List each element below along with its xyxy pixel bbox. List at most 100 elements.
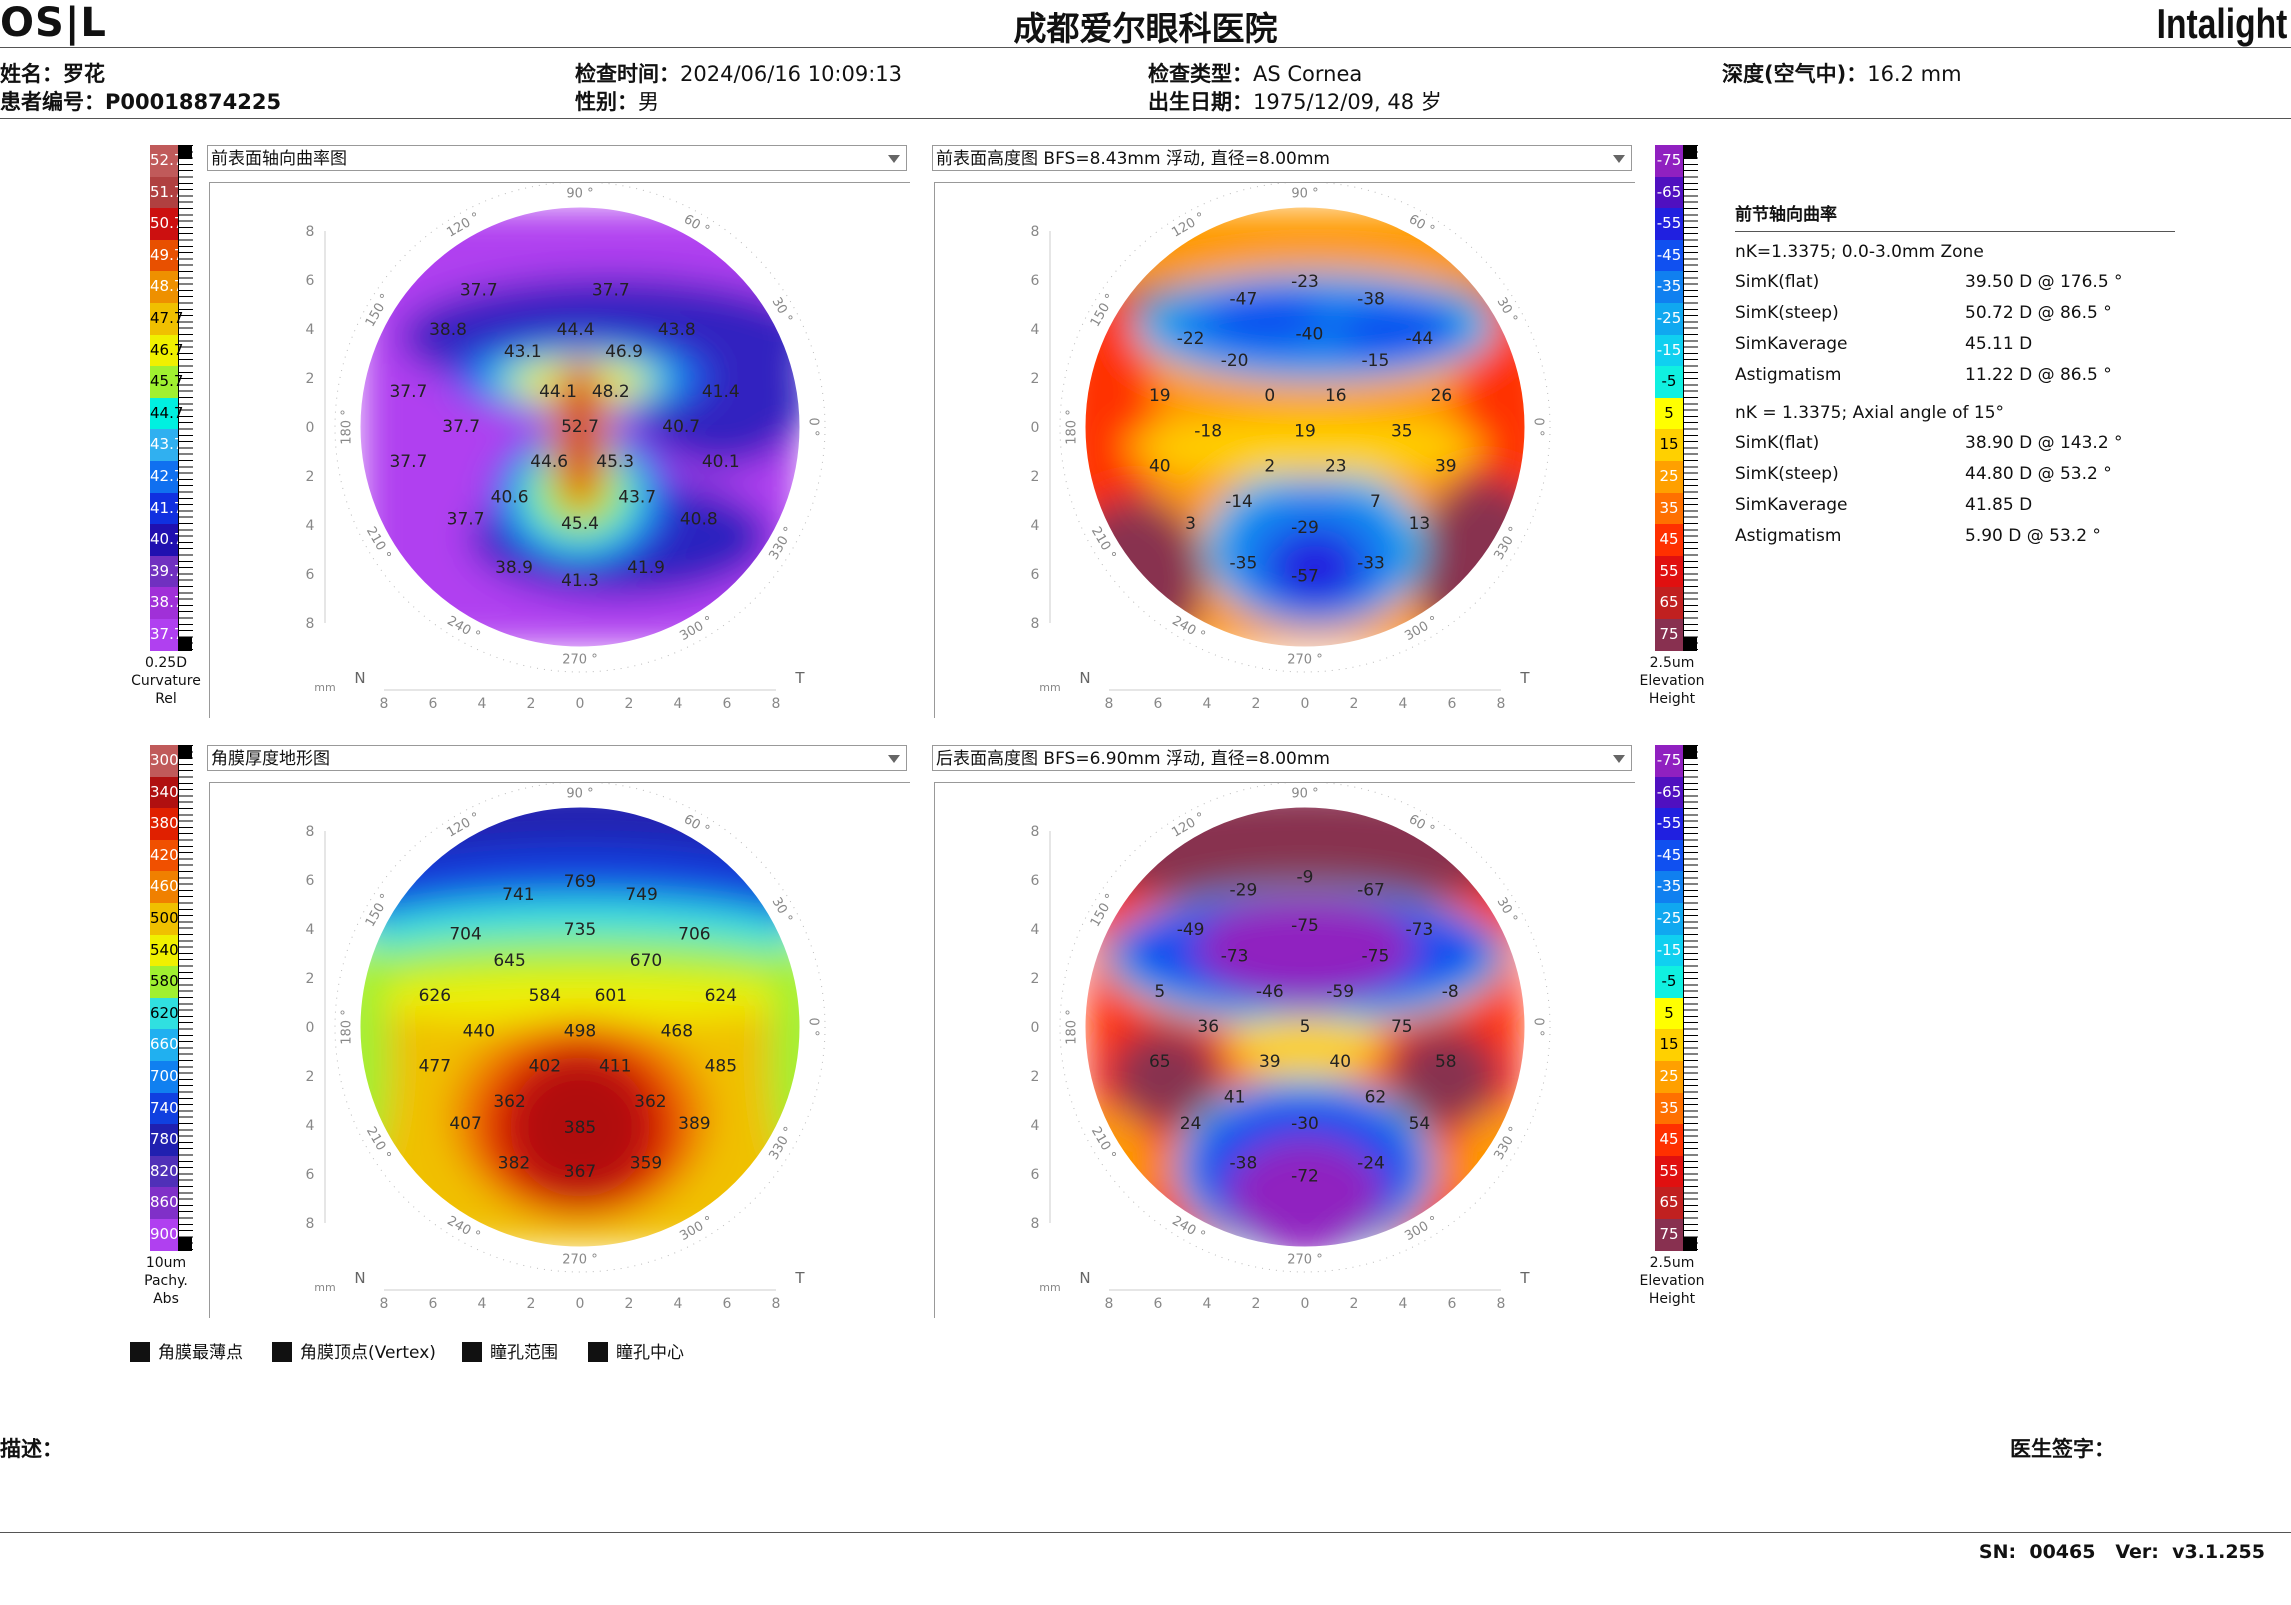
y-tick: 2 xyxy=(1031,371,1040,387)
ktable-value: 41.85 D xyxy=(1965,495,2033,515)
scale-value: 420 xyxy=(150,839,179,872)
map-value: -59 xyxy=(1326,982,1354,1002)
map-value: 38.9 xyxy=(495,558,533,578)
y-tick: 2 xyxy=(306,1069,315,1085)
map-value: 38.8 xyxy=(429,320,467,340)
x-tick: 4 xyxy=(1203,1296,1212,1312)
y-tick: 8 xyxy=(1031,1216,1040,1232)
x-tick: 4 xyxy=(1399,1296,1408,1312)
scale-marker xyxy=(178,745,192,759)
map-canvas[interactable]: 90 °60 °30 °0 °330 °300 °270 °240 °210 °… xyxy=(210,181,910,718)
scale-value: 25 xyxy=(1655,1061,1683,1093)
scale-value: 52.7 xyxy=(150,145,183,177)
map-value: 407 xyxy=(449,1114,481,1134)
map-value: 41 xyxy=(1224,1087,1246,1107)
map-value: 601 xyxy=(595,986,627,1006)
posterior-elevation-map[interactable]: 90 ° 60 ° 30 ° 0 ° 330 ° 300 ° 270 ° 240 ° 210 °… xyxy=(934,781,1635,1318)
exam-time-label: 检查时间： xyxy=(575,62,680,86)
map-selector-anterior-elevation[interactable]: 前表面高度图 BFS=8.43mm 浮动, 直径=8.00mm xyxy=(932,145,1632,171)
anterior-elevation-map[interactable]: 90 ° 60 ° 30 ° 0 ° 330 ° 300 ° 270 ° 240 ° 210 °… xyxy=(934,181,1635,718)
chevron-down-icon[interactable] xyxy=(888,155,900,163)
scale-value: -55 xyxy=(1655,808,1683,840)
degree-label: 90 ° xyxy=(566,187,593,202)
map-value: 440 xyxy=(463,1021,495,1041)
x-tick: 8 xyxy=(772,696,781,712)
map-value: -67 xyxy=(1357,881,1385,901)
map-value: -35 xyxy=(1230,553,1258,573)
anterior-curvature-map[interactable]: 90 ° 60 ° 30 ° 0 ° 330 ° 300 ° 270 ° 240 ° 210 °… xyxy=(209,181,910,718)
map-canvas[interactable]: 90 °60 °30 °0 °330 °300 °270 °240 °210 °… xyxy=(210,781,910,1318)
map-value: 44.4 xyxy=(557,320,595,340)
map-value: 0 xyxy=(1264,386,1275,406)
nasal-label: N xyxy=(354,669,365,687)
scale-value: -5 xyxy=(1655,966,1683,998)
y-tick: 2 xyxy=(1031,1069,1040,1085)
x-tick: 2 xyxy=(527,1296,536,1312)
map-selector-anterior-curvature[interactable]: 前表面轴向曲率图 xyxy=(207,145,907,171)
y-tick: 6 xyxy=(1031,567,1040,583)
degree-ring xyxy=(1059,781,1551,1273)
chevron-down-icon[interactable] xyxy=(1613,755,1625,763)
legend-thinnest-point[interactable]: 角膜最薄点 xyxy=(130,1338,243,1363)
scale-value: 540 xyxy=(150,934,179,967)
patient-name: 罗花 xyxy=(63,62,105,86)
map-value: -46 xyxy=(1256,982,1284,1002)
chevron-down-icon[interactable] xyxy=(1613,155,1625,163)
x-tick: 4 xyxy=(674,696,683,712)
map-value: 40.1 xyxy=(702,452,740,472)
scale-value: 700 xyxy=(150,1061,179,1093)
map-selector-posterior-elevation[interactable]: 后表面高度图 BFS=6.90mm 浮动, 直径=8.00mm xyxy=(932,745,1632,771)
scale-value: -15 xyxy=(1655,334,1683,367)
pachymetry-map[interactable]: 90 ° 60 ° 30 ° 0 ° 330 ° 300 ° 270 ° 240 ° 210 °… xyxy=(209,781,910,1318)
scale-value: 580 xyxy=(150,966,179,998)
map-value: 40.6 xyxy=(491,487,529,507)
ktable-zone1: nK=1.3375; 0.0-3.0mm Zone xyxy=(1735,242,1984,262)
depth-label: 深度(空气中)： xyxy=(1722,62,1868,86)
y-tick: 8 xyxy=(1031,224,1040,240)
ktable-value: 11.22 D @ 86.5 ° xyxy=(1965,365,2112,385)
scale-value: 820 xyxy=(150,1155,179,1188)
map-value: -9 xyxy=(1297,867,1314,887)
map-value: 362 xyxy=(634,1092,666,1112)
ktable-key: SimKaverage xyxy=(1735,334,1848,354)
degree-label: 180 ° xyxy=(340,1009,355,1044)
map-value: 43.1 xyxy=(504,342,542,362)
map-value: 40.7 xyxy=(662,417,700,437)
map-value: 749 xyxy=(625,885,657,905)
degree-label: 270 ° xyxy=(562,1253,597,1268)
scale-marker xyxy=(178,636,192,651)
map-value: -29 xyxy=(1230,881,1258,901)
map-value: 402 xyxy=(529,1057,561,1077)
x-tick: 4 xyxy=(1203,696,1212,712)
map-value: 44.6 xyxy=(530,452,568,472)
osl-logo: OS|L xyxy=(0,0,107,46)
ktable-row: Astigmatism 5.90 D @ 53.2 ° xyxy=(1735,526,2175,546)
x-tick: 6 xyxy=(1448,1296,1457,1312)
legend-pupil-range[interactable]: 瞳孔范围 xyxy=(462,1338,558,1363)
x-tick: 2 xyxy=(625,696,634,712)
posterior-elevation-caption: 2.5um Elevation Height xyxy=(1639,1255,1705,1307)
id-label: 患者编号： xyxy=(0,90,105,114)
scale-value: 300 xyxy=(150,745,179,777)
scale-value: 65 xyxy=(1655,587,1683,619)
y-tick: 0 xyxy=(306,1020,315,1036)
x-tick: 6 xyxy=(429,696,438,712)
chevron-down-icon[interactable] xyxy=(888,755,900,763)
y-tick: 8 xyxy=(1031,616,1040,632)
x-tick: 8 xyxy=(1105,696,1114,712)
scale-value: 5 xyxy=(1655,997,1683,1030)
map-value: 769 xyxy=(564,872,596,892)
map-value: -57 xyxy=(1291,567,1319,587)
legend-vertex[interactable]: 角膜顶点(Vertex) xyxy=(272,1338,436,1363)
ktable-value: 45.11 D xyxy=(1965,334,2033,354)
map-canvas[interactable]: 90 °60 °30 °0 °330 °300 °270 °240 °210 °… xyxy=(935,181,1635,718)
y-tick: 6 xyxy=(1031,273,1040,289)
map-value: 5 xyxy=(1154,982,1165,1002)
map-selector-pachymetry[interactable]: 角膜厚度地形图 xyxy=(207,745,907,771)
x-tick: 2 xyxy=(1350,1296,1359,1312)
y-tick: 2 xyxy=(1031,469,1040,485)
map-canvas[interactable]: 90 °60 °30 °0 °330 °300 °270 °240 °210 °… xyxy=(935,781,1635,1318)
degree-label: 270 ° xyxy=(562,653,597,668)
scale-value: -5 xyxy=(1655,366,1683,398)
legend-pupil-center[interactable]: 瞳孔中心 xyxy=(588,1338,684,1363)
